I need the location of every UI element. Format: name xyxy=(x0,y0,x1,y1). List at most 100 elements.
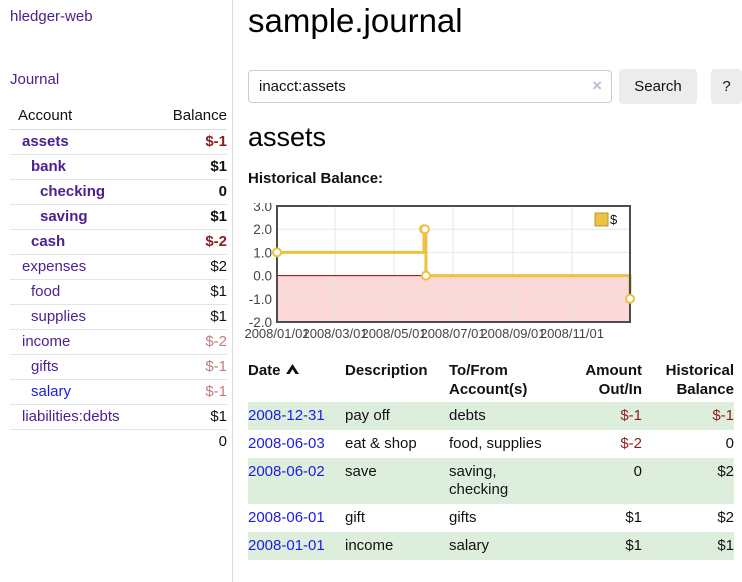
transaction-description-cell: save xyxy=(345,458,449,504)
transaction-accounts-cell: gifts xyxy=(449,509,477,526)
transaction-date-cell: 2008-06-03 xyxy=(248,430,345,458)
register-header-accounts: To/From Account(s) xyxy=(449,362,528,398)
register-table: Date Description To/From Account(s) Amou… xyxy=(248,361,734,560)
account-link[interactable]: checking xyxy=(40,183,106,200)
plot-border xyxy=(276,205,631,323)
y-axis-tick-label: -2.0 xyxy=(249,315,272,330)
account-link[interactable]: expenses xyxy=(22,258,87,275)
transaction-date-link[interactable]: 2008-01-01 xyxy=(248,537,325,554)
account-balance: $1 xyxy=(148,279,227,305)
account-row: assets $-1 xyxy=(10,129,227,155)
account-balance: $1 xyxy=(148,404,227,430)
transaction-row: 2008-12-31 pay off debts $-1 $-1 xyxy=(248,402,734,430)
sort-ascending-icon xyxy=(285,364,299,374)
transaction-balance-cell: $2 xyxy=(642,458,734,504)
account-row: liabilities:debts $1 xyxy=(10,404,227,430)
x-axis-tick-label: 2008/11/01 xyxy=(540,326,604,341)
account-row: cash $-2 xyxy=(10,229,227,255)
search-form: × Search ? xyxy=(248,69,742,104)
transaction-row: 2008-06-01 gift gifts $1 $2 xyxy=(248,504,734,532)
y-axis-tick-label: 1.0 xyxy=(253,245,272,260)
transaction-balance-cell: $-1 xyxy=(642,402,734,430)
transaction-description-cell: eat & shop xyxy=(345,435,417,452)
legend-label: $ xyxy=(610,212,618,227)
transaction-row: 2008-06-03 eat & shop food, supplies $-2 0 xyxy=(248,430,734,458)
transaction-date-link[interactable]: 2008-06-01 xyxy=(248,509,325,526)
chart-canvas: $3.0 2.0 1.0 0.0 -1.0 -2.02008/01/012008/03/0… xyxy=(244,199,635,341)
transaction-date-link[interactable]: 2008-06-02 xyxy=(248,463,325,480)
help-button[interactable]: ? xyxy=(711,69,742,104)
data-point-marker xyxy=(625,293,635,304)
transaction-accounts-cell: food, supplies xyxy=(449,435,542,452)
register-header-amount: Amount Out/In xyxy=(585,362,642,398)
account-link[interactable]: gifts xyxy=(31,358,59,375)
search-button[interactable]: Search xyxy=(619,69,697,104)
x-axis-tick-label: 2008/09/01 xyxy=(480,326,545,341)
app-title-link[interactable]: hledger-web xyxy=(10,8,93,25)
chart-section-label: Historical Balance: xyxy=(248,170,384,187)
account-balance: $1 xyxy=(148,304,227,330)
account-row: salary $-1 xyxy=(10,379,227,405)
clear-search-icon[interactable]: × xyxy=(592,76,602,95)
account-link[interactable]: food xyxy=(31,283,61,300)
transaction-date-cell: 2008-06-02 xyxy=(248,458,345,504)
account-balance: $1 xyxy=(148,204,227,230)
account-link[interactable]: saving xyxy=(40,208,88,225)
account-link[interactable]: salary xyxy=(31,383,72,400)
transaction-balance-cell: $1 xyxy=(642,532,734,560)
main-pane: sample.journal × Search ? assets Histori… xyxy=(233,0,742,582)
y-axis-tick-label: 3.0 xyxy=(253,203,272,214)
transaction-date-cell: 2008-12-31 xyxy=(248,402,345,430)
transaction-amount-cell: 0 xyxy=(554,458,642,504)
transaction-balance-cell: 0 xyxy=(725,435,734,452)
register-header-balance: Historical Balance xyxy=(665,362,734,398)
account-row: income $-2 xyxy=(10,329,227,355)
historical-balance-chart: $3.0 2.0 1.0 0.0 -1.0 -2.0 2008/01/01 2008/03/0… xyxy=(244,199,707,353)
transaction-date-link[interactable]: 2008-12-31 xyxy=(248,407,325,424)
transaction-row: 2008-06-02 save saving, checking 0 $2 xyxy=(248,458,734,504)
x-axis-tick-label: 2008/03/01 xyxy=(302,326,367,341)
transaction-amount-cell: $-1 xyxy=(554,402,642,430)
x-axis-tick-label: 2008/05/01 xyxy=(361,326,426,341)
transaction-description-cell: income xyxy=(345,532,449,560)
x-axis-tick-label: 2008/01/01 xyxy=(245,326,310,341)
transaction-accounts-cell: salary xyxy=(449,532,554,560)
accounts-total-value: 0 xyxy=(148,429,227,454)
transaction-date-cell: 2008-01-01 xyxy=(248,532,345,560)
transaction-date-link[interactable]: 2008-06-03 xyxy=(248,435,325,452)
y-axis-tick-label: 0.0 xyxy=(253,269,272,284)
account-link[interactable]: bank xyxy=(31,158,67,175)
y-axis-tick-label: -1.0 xyxy=(249,292,272,307)
accounts-table: Account Balance assets $-1 bank $1 checking 0… xyxy=(10,105,227,454)
account-balance: $-2 xyxy=(148,329,227,355)
account-balance: $-1 xyxy=(148,379,227,405)
account-balance: $-1 xyxy=(148,354,227,380)
sidebar: hledger-web Journal Account Balance asse… xyxy=(0,0,233,582)
account-row: food $1 xyxy=(10,279,227,305)
transaction-amount-cell: $1 xyxy=(554,532,642,560)
sidebar-item-journal[interactable]: Journal xyxy=(10,71,60,88)
accounts-total-row: 0 xyxy=(10,429,227,454)
account-link[interactable]: cash xyxy=(31,233,66,250)
account-link[interactable]: liabilities:debts xyxy=(22,408,120,425)
search-input[interactable] xyxy=(248,70,612,103)
x-axis-tick-label: 2008/07/01 xyxy=(420,326,485,341)
account-row: supplies $1 xyxy=(10,304,227,330)
page-title: sample.journal xyxy=(248,2,463,39)
account-link[interactable]: supplies xyxy=(31,308,87,325)
register-header-date[interactable]: Date xyxy=(248,361,345,402)
account-link[interactable]: assets xyxy=(22,133,69,150)
account-heading: assets xyxy=(248,122,327,152)
transaction-amount-cell: $-2 xyxy=(620,435,642,452)
transaction-date-cell: 2008-06-01 xyxy=(248,504,345,532)
accounts-header-balance: Balance xyxy=(148,105,227,130)
data-point-marker xyxy=(419,224,430,235)
account-row: gifts $-1 xyxy=(10,354,227,380)
transaction-amount-cell: $1 xyxy=(625,509,642,526)
transaction-description-cell: gift xyxy=(345,509,366,526)
account-balance: $1 xyxy=(148,154,227,180)
account-link[interactable]: income xyxy=(22,333,71,350)
account-row: bank $1 xyxy=(10,154,227,180)
account-balance: $2 xyxy=(148,254,227,280)
account-balance: $-1 xyxy=(148,129,227,155)
